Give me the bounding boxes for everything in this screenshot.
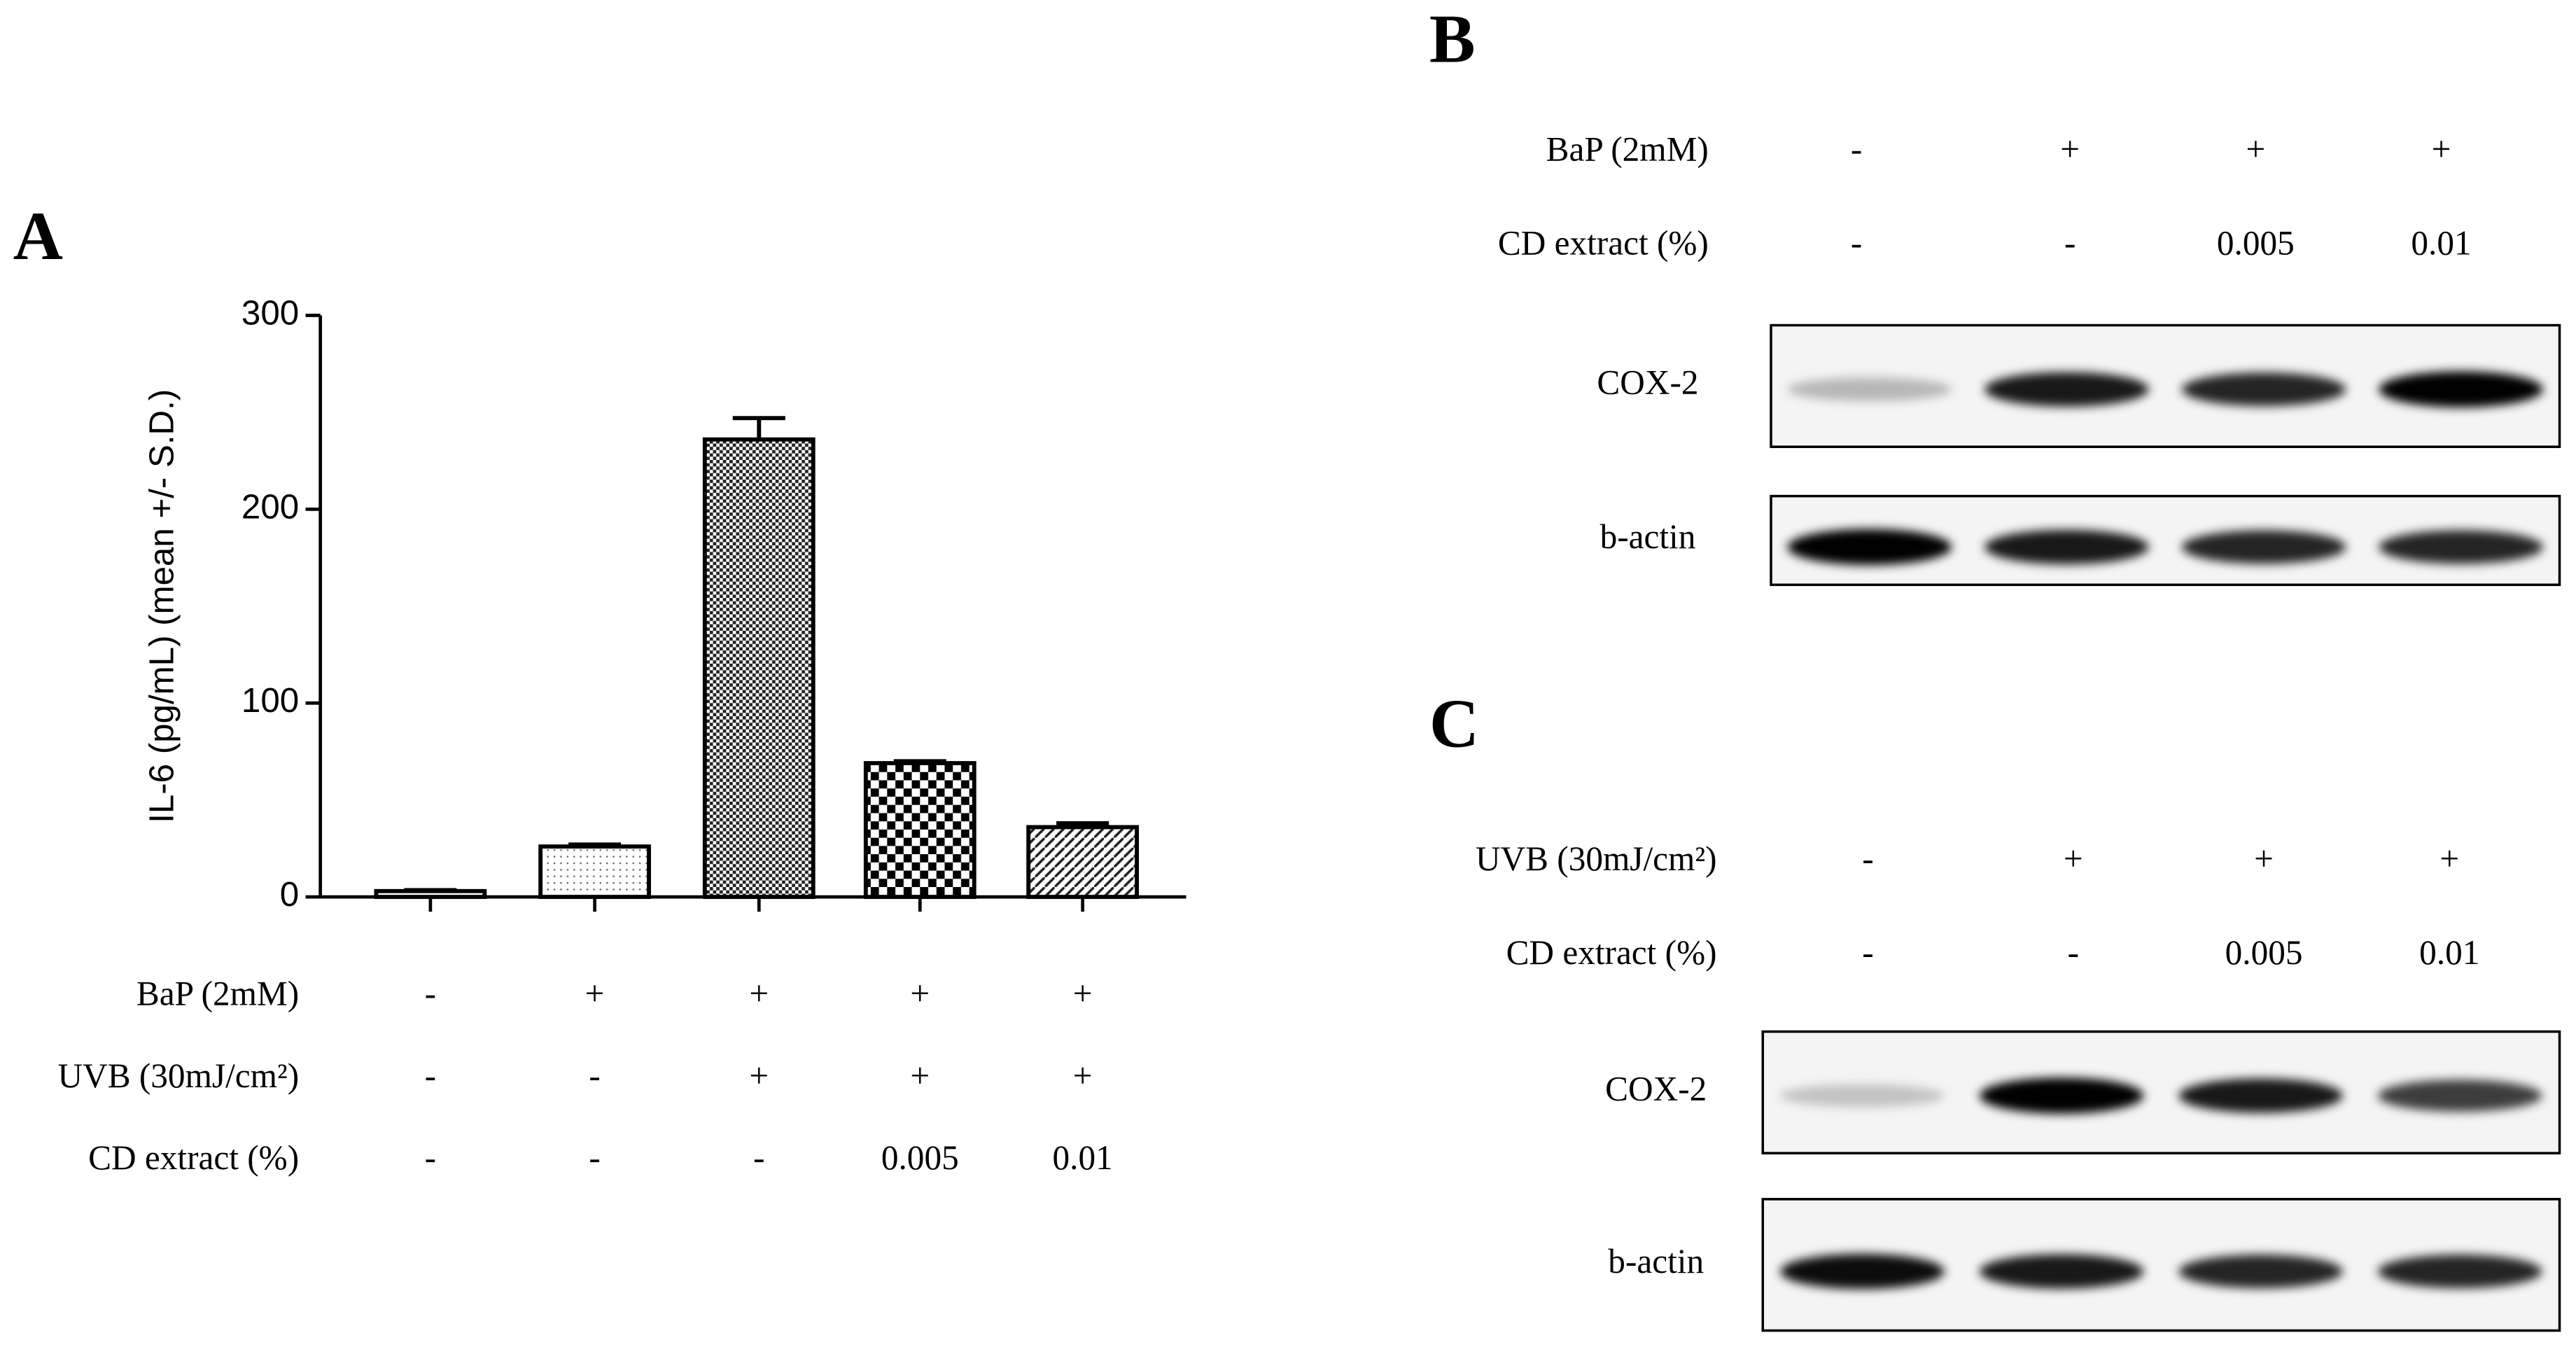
treatment-value: + bbox=[2432, 130, 2451, 169]
treatment-value: + bbox=[2246, 130, 2265, 169]
band bbox=[1979, 1077, 2144, 1114]
y-tick-label: 200 bbox=[241, 487, 299, 526]
band bbox=[2181, 530, 2346, 564]
bar bbox=[1026, 825, 1140, 900]
treatment-label: CD extract (%) bbox=[1506, 933, 1717, 972]
treatment-label: BaP (2mM) bbox=[136, 975, 299, 1013]
treatment-value: + bbox=[2440, 839, 2459, 878]
treatment-value: + bbox=[910, 975, 930, 1013]
band bbox=[1780, 1084, 1945, 1108]
treatment-value: 0.01 bbox=[2419, 933, 2479, 972]
band-label: b-actin bbox=[1608, 1242, 1704, 1280]
treatment-value: + bbox=[749, 975, 769, 1013]
panel-label: C bbox=[1429, 686, 1479, 762]
band bbox=[2377, 1080, 2542, 1112]
band bbox=[1984, 372, 2149, 407]
band-label: COX-2 bbox=[1605, 1070, 1707, 1108]
treatment-value: - bbox=[1851, 130, 1862, 169]
treatment-value: + bbox=[749, 1056, 769, 1095]
treatment-label: BaP (2mM) bbox=[1546, 130, 1709, 169]
bar bbox=[702, 437, 816, 900]
treatment-value: 0.01 bbox=[1053, 1138, 1113, 1177]
treatment-label: CD extract (%) bbox=[88, 1138, 299, 1177]
treatment-label: UVB (30mJ/cm²) bbox=[58, 1056, 300, 1095]
treatment-value: - bbox=[2068, 933, 2079, 972]
y-tick-label: 300 bbox=[241, 294, 299, 333]
treatment-label: UVB (30mJ/cm²) bbox=[1476, 839, 1717, 878]
band bbox=[1787, 377, 1952, 402]
panel-label: B bbox=[1429, 1, 1476, 77]
treatment-value: - bbox=[1862, 933, 1873, 972]
treatment-value: + bbox=[910, 1056, 930, 1095]
band bbox=[2178, 1078, 2344, 1113]
treatment-label: CD extract (%) bbox=[1498, 223, 1709, 262]
treatment-value: + bbox=[2064, 839, 2083, 878]
treatment-value: 0.005 bbox=[881, 1138, 959, 1177]
treatment-value: - bbox=[425, 975, 436, 1013]
treatment-value: - bbox=[1851, 223, 1862, 262]
band bbox=[2181, 372, 2346, 407]
band bbox=[1979, 1254, 2144, 1289]
treatment-value: + bbox=[2060, 130, 2080, 169]
treatment-value: 0.005 bbox=[2225, 933, 2303, 972]
treatment-value: 0.01 bbox=[2411, 223, 2471, 262]
treatment-value: - bbox=[2064, 223, 2076, 262]
treatment-value: + bbox=[1073, 1056, 1093, 1095]
band bbox=[1984, 529, 2149, 564]
treatment-value: 0.005 bbox=[2217, 223, 2295, 262]
band bbox=[1780, 1253, 1945, 1290]
treatment-value: - bbox=[1862, 839, 1873, 878]
treatment-value: + bbox=[2254, 839, 2274, 878]
band bbox=[1787, 529, 1952, 566]
treatment-value: - bbox=[753, 1138, 764, 1177]
bar bbox=[538, 844, 651, 900]
band-label: b-actin bbox=[1600, 517, 1696, 556]
treatment-value: - bbox=[425, 1138, 436, 1177]
band bbox=[2379, 371, 2544, 407]
band bbox=[2377, 1255, 2542, 1289]
panel-label: A bbox=[13, 198, 63, 274]
treatment-value: - bbox=[425, 1056, 436, 1095]
band bbox=[2178, 1255, 2344, 1289]
treatment-value: - bbox=[589, 1056, 600, 1095]
treatment-value: + bbox=[1073, 975, 1093, 1013]
band bbox=[2379, 530, 2544, 564]
bar bbox=[374, 888, 487, 900]
treatment-value: - bbox=[589, 1138, 600, 1177]
bar bbox=[863, 761, 976, 900]
treatment-value: + bbox=[585, 975, 605, 1013]
y-tick-label: 100 bbox=[241, 681, 299, 720]
y-tick-label: 0 bbox=[280, 875, 299, 914]
y-axis-label: IL-6 (pg/mL) (mean +/- S.D.) bbox=[143, 389, 181, 823]
band-label: COX-2 bbox=[1597, 363, 1698, 402]
